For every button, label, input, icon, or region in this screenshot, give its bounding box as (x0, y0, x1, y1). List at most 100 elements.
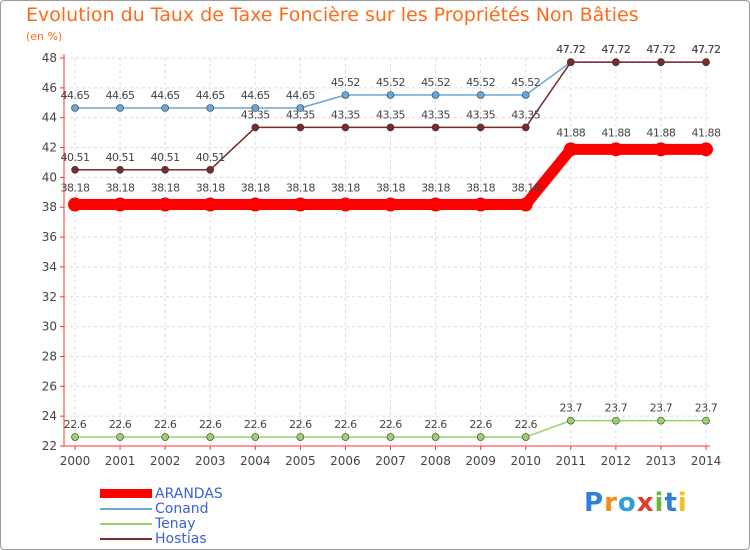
data-point-arandas (699, 142, 713, 157)
data-label-conand: 47.72 (692, 43, 721, 56)
data-point-conand (206, 104, 215, 112)
data-label-arandas: 41.88 (556, 126, 585, 139)
y-axis-unit-label: (en %) (26, 30, 63, 43)
data-point-conand (521, 91, 530, 99)
data-point-conand (161, 104, 169, 112)
data-point-conand (341, 91, 350, 99)
y-tick-label: 44 (42, 111, 57, 125)
data-point-conand (296, 104, 305, 112)
data-label-conand: 45.52 (466, 76, 495, 89)
proxiti-logo[interactable]: Proxiti (584, 488, 688, 518)
data-label-arandas: 38.18 (466, 182, 495, 195)
data-point-conand (71, 104, 79, 112)
data-point-conand (386, 91, 395, 99)
data-label-arandas: 38.18 (331, 182, 360, 195)
data-label-hostias: 40.51 (61, 151, 90, 164)
data-point-tenay (657, 416, 665, 425)
legend-label: Hostias (155, 530, 207, 547)
data-point-arandas (293, 197, 308, 212)
chart-legend: ARANDAS Conand Tenay Hostias (100, 486, 223, 547)
data-point-arandas (158, 197, 173, 212)
data-label-tenay: 22.6 (199, 418, 222, 431)
data-point-hostias (296, 123, 305, 132)
data-label-arandas: 38.18 (421, 182, 450, 195)
data-point-arandas (608, 142, 623, 157)
data-label-tenay: 22.6 (469, 418, 492, 431)
data-label-tenay: 22.6 (289, 418, 312, 431)
y-tick-label: 32 (42, 290, 57, 304)
data-point-hostias (702, 58, 710, 66)
legend-swatch-conand (100, 507, 152, 510)
data-label-tenay: 23.7 (695, 402, 718, 415)
data-point-tenay (386, 433, 395, 441)
x-tick-label: 2001 (105, 454, 136, 468)
data-point-arandas (383, 197, 398, 212)
x-tick-label: 2000 (60, 454, 91, 468)
data-label-arandas: 38.18 (151, 182, 180, 195)
data-label-conand: 44.65 (196, 89, 225, 102)
data-point-tenay (612, 416, 620, 425)
logo-letter: o (617, 488, 637, 518)
data-label-hostias: 43.35 (466, 108, 495, 121)
data-point-conand (431, 91, 440, 99)
legend-item-conand: Conand (100, 501, 223, 517)
legend-swatch-arandas (100, 489, 152, 498)
data-label-arandas: 41.88 (692, 126, 721, 139)
data-label-tenay: 23.7 (605, 402, 628, 415)
data-label-hostias: 40.51 (196, 151, 225, 164)
y-tick-label: 48 (42, 51, 57, 65)
logo-letter: x (636, 488, 655, 518)
data-point-arandas (248, 197, 263, 212)
data-label-arandas: 38.18 (61, 182, 90, 195)
x-tick-label: 2004 (240, 454, 271, 468)
data-label-conand: 47.72 (601, 43, 630, 56)
data-point-arandas (563, 142, 578, 157)
data-point-conand (116, 104, 124, 112)
y-tick-label: 40 (42, 170, 57, 184)
legend-label: Tenay (155, 515, 196, 532)
data-label-hostias: 43.35 (331, 108, 360, 121)
data-label-arandas: 41.88 (601, 126, 630, 139)
data-label-conand: 44.65 (286, 89, 315, 102)
data-point-hostias (657, 58, 665, 66)
x-tick-label: 2010 (510, 454, 541, 468)
data-point-arandas (338, 197, 353, 212)
data-point-tenay (251, 433, 260, 441)
data-point-tenay (296, 433, 305, 441)
data-label-conand: 44.65 (61, 89, 90, 102)
data-point-tenay (476, 433, 485, 441)
data-label-tenay: 22.6 (64, 418, 87, 431)
data-label-hostias: 47.72 (646, 43, 675, 56)
data-point-hostias (476, 123, 485, 132)
data-point-tenay (702, 416, 710, 425)
data-label-tenay: 23.7 (560, 402, 583, 415)
x-tick-label: 2002 (150, 454, 181, 468)
data-label-tenay: 22.6 (334, 418, 357, 431)
data-point-arandas (473, 197, 488, 212)
data-point-tenay (116, 433, 124, 441)
data-label-hostias: 47.72 (601, 43, 630, 56)
data-label-conand: 45.52 (511, 76, 540, 89)
data-label-conand: 47.72 (556, 43, 585, 56)
data-point-hostias (386, 123, 395, 132)
data-point-tenay (521, 433, 530, 441)
data-label-tenay: 22.6 (514, 418, 537, 431)
logo-letter: i (654, 488, 665, 518)
data-label-hostias: 43.35 (241, 108, 270, 121)
data-label-arandas: 38.18 (196, 182, 225, 195)
data-point-hostias (612, 58, 620, 66)
data-label-hostias: 43.35 (511, 108, 540, 121)
data-point-arandas (203, 197, 218, 212)
data-point-arandas (518, 197, 533, 212)
data-point-arandas (68, 197, 82, 212)
data-label-conand: 45.52 (376, 76, 405, 89)
data-label-conand: 45.52 (331, 76, 360, 89)
logo-letter: t (664, 488, 678, 518)
data-label-arandas: 38.18 (286, 182, 315, 195)
data-point-conand (476, 91, 485, 99)
data-label-hostias: 47.72 (692, 43, 721, 56)
data-point-tenay (206, 433, 215, 441)
logo-letter: P (584, 488, 605, 518)
x-tick-label: 2005 (285, 454, 316, 468)
